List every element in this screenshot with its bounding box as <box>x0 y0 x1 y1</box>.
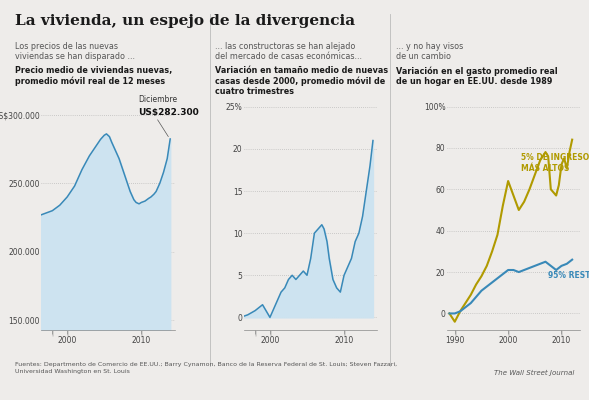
Text: Variación en tamaño medio de nuevas
casas desde 2000, promedio móvil de
cuatro t: Variación en tamaño medio de nuevas casa… <box>215 66 388 96</box>
Text: |: | <box>269 330 271 336</box>
Text: |: | <box>254 330 256 336</box>
Text: ... y no hay visos
de un cambio: ... y no hay visos de un cambio <box>396 42 463 61</box>
Text: |: | <box>507 330 509 336</box>
Text: 95% RESTANTE: 95% RESTANTE <box>548 271 589 280</box>
Text: |: | <box>66 330 68 336</box>
Text: |: | <box>454 330 456 336</box>
Text: 5% DE INGRESOS
MÁS ALTOS: 5% DE INGRESOS MÁS ALTOS <box>521 153 589 173</box>
Text: Variación en el gasto promedio real
de un hogar en EE.UU. desde 1989: Variación en el gasto promedio real de u… <box>396 66 557 86</box>
Text: |: | <box>140 330 143 336</box>
Text: |: | <box>343 330 345 336</box>
Text: ... las constructoras se han alejado
del mercado de casas económicas...: ... las constructoras se han alejado del… <box>215 42 362 61</box>
Text: La vivienda, un espejo de la divergencia: La vivienda, un espejo de la divergencia <box>15 14 355 28</box>
Text: Los precios de las nuevas
viviendas se han disparado ...: Los precios de las nuevas viviendas se h… <box>15 42 135 61</box>
Text: The Wall Street Journal: The Wall Street Journal <box>494 370 574 376</box>
Text: US$282.300: US$282.300 <box>138 108 199 117</box>
Text: |: | <box>51 330 54 336</box>
Text: Fuentes: Departmento de Comercio de EE.UU.; Barry Cynamon, Banco de la Reserva F: Fuentes: Departmento de Comercio de EE.U… <box>15 362 397 374</box>
Text: Precio medio de viviendas nuevas,
promedio móvil real de 12 meses: Precio medio de viviendas nuevas, promed… <box>15 66 172 86</box>
Text: |: | <box>561 330 562 336</box>
Text: Diciembre: Diciembre <box>138 95 177 104</box>
